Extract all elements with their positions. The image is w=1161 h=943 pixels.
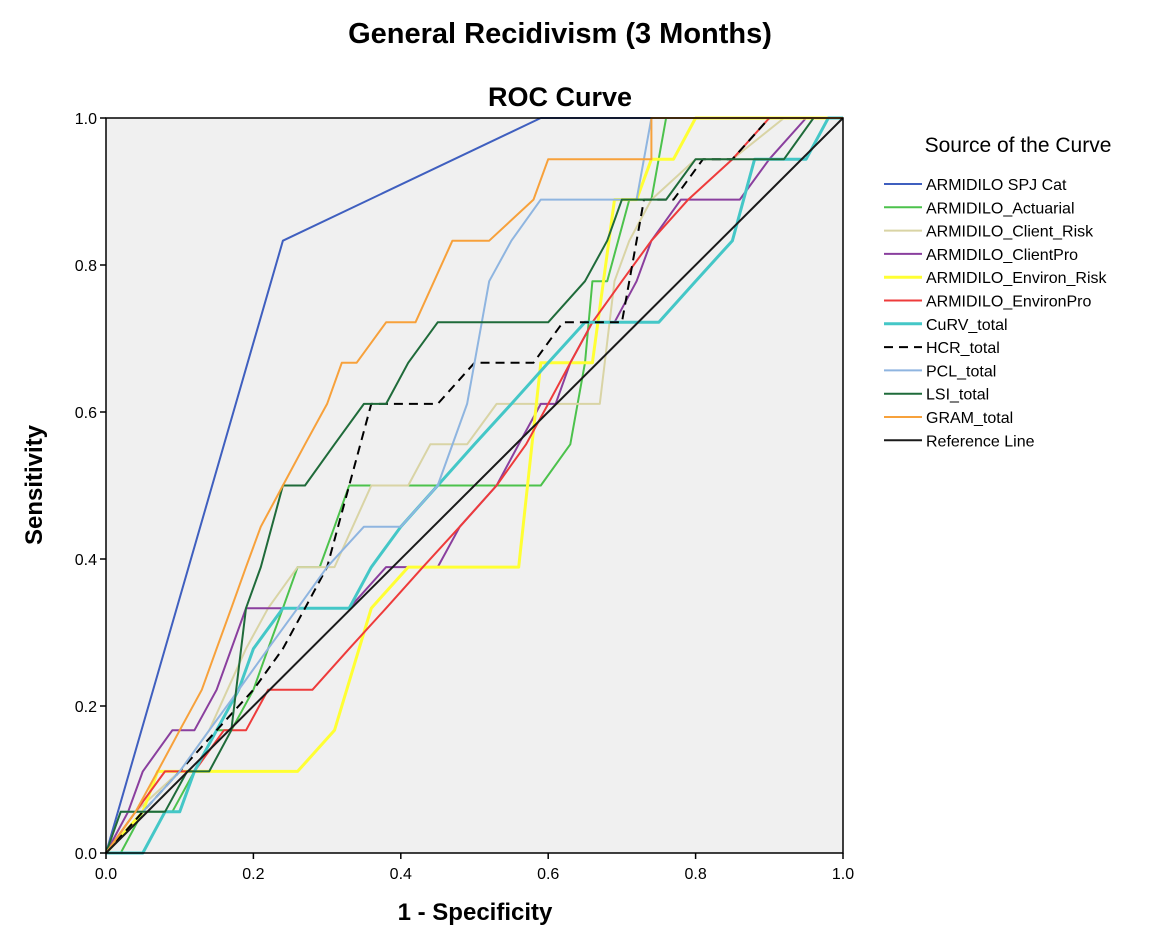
- legend: Source of the Curve ARMIDILO SPJ Cat ARMI…: [884, 134, 1111, 450]
- x-tick-label: 0.0: [95, 866, 117, 883]
- x-tick-label: 0.2: [242, 866, 264, 883]
- x-tick-label: 1.0: [832, 866, 854, 883]
- legend-title: Source of the Curve: [925, 134, 1112, 157]
- legend-label-6: CuRV_total: [926, 317, 1008, 334]
- y-tick-label: 0.4: [75, 552, 97, 569]
- series-line-9: [105, 117, 843, 854]
- plot-frame: [105, 117, 844, 854]
- legend-label-2: ARMIDILO_Client_Risk: [926, 224, 1094, 241]
- y-tick-label: 1.0: [75, 111, 97, 128]
- series-line-5: [105, 117, 843, 854]
- legend-label-11: Reference Line: [926, 433, 1035, 450]
- y-tick-label: 0.0: [75, 846, 97, 863]
- y-tick-label: 0.6: [75, 405, 97, 422]
- series-line-11: [105, 117, 844, 854]
- legend-label-8: PCL_total: [926, 363, 996, 380]
- y-tick-label: 0.2: [75, 699, 97, 716]
- legend-label-10: GRAM_total: [926, 410, 1013, 427]
- x-tick-label: 0.8: [684, 866, 706, 883]
- legend-label-5: ARMIDILO_EnvironPro: [926, 294, 1091, 311]
- legend-label-0: ARMIDILO SPJ Cat: [926, 177, 1067, 194]
- x-tick-label: 0.6: [537, 866, 559, 883]
- series-line-2: [105, 117, 843, 854]
- x-tick-label: 0.4: [390, 866, 412, 883]
- legend-label-9: LSI_total: [926, 387, 989, 404]
- y-axis-label: Sensitivity: [21, 424, 48, 545]
- chart-title: ROC Curve: [488, 82, 632, 112]
- y-tick-label: 0.8: [75, 258, 97, 275]
- axis-ticks: 0.0 0.2 0.4 0.6 0.8 1.0 0.0 0.2 0.4 0.6 0.8 1.0: [75, 111, 854, 883]
- legend-label-1: ARMIDILO_Actuarial: [926, 200, 1075, 217]
- chart-suptitle: General Recidivism (3 Months): [348, 18, 772, 50]
- x-axis-label: 1 - Specificity: [398, 899, 553, 926]
- legend-label-4: ARMIDILO_Environ_Risk: [926, 270, 1108, 287]
- legend-label-3: ARMIDILO_ClientPro: [926, 247, 1078, 264]
- legend-label-7: HCR_total: [926, 340, 1000, 357]
